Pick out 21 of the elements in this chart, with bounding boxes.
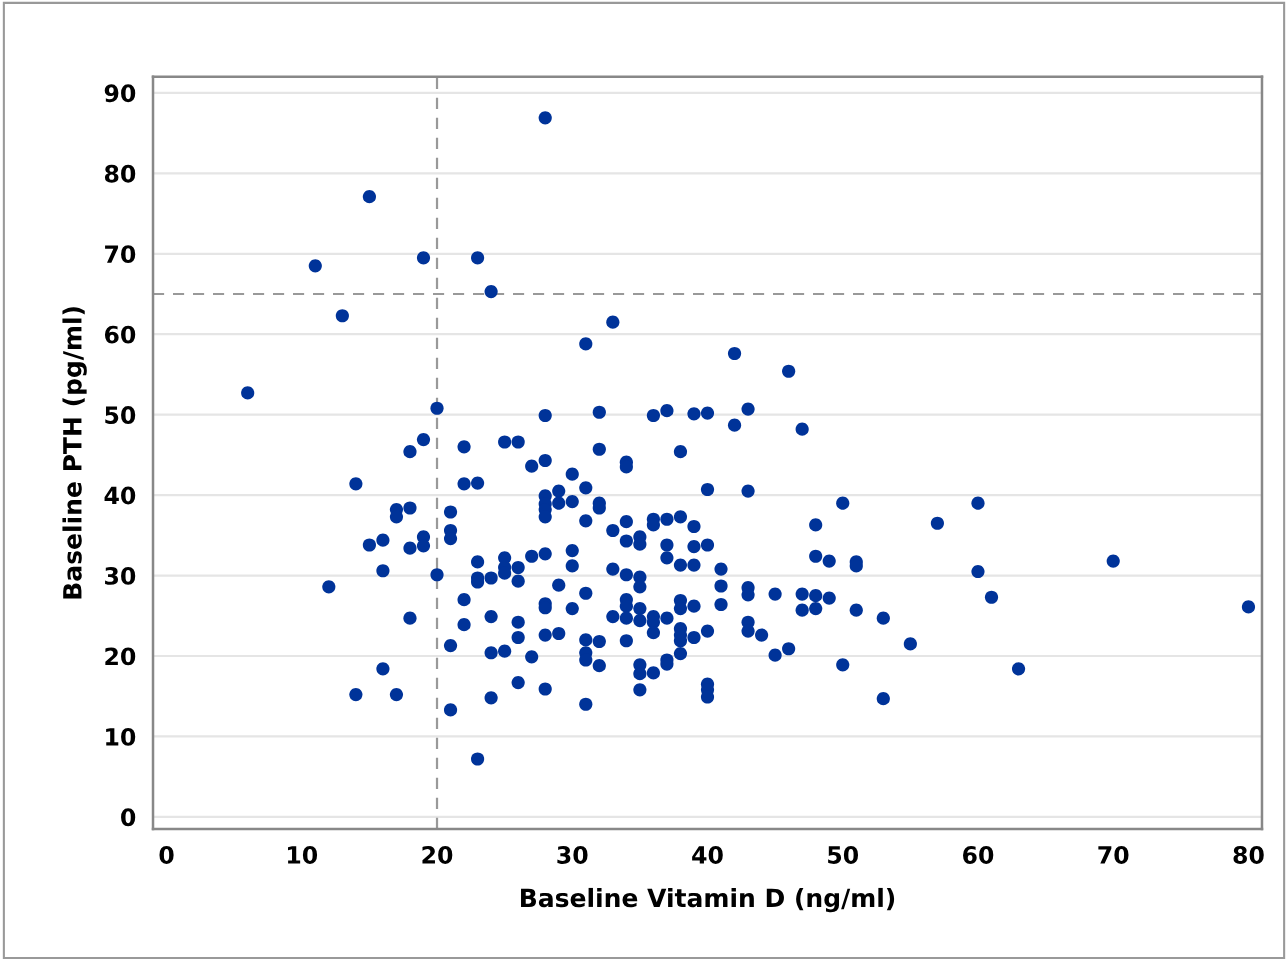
y-tick-label: 80 <box>104 164 136 183</box>
y-tick-label: 0 <box>121 808 136 827</box>
y-axis-title: Baseline PTH (pg/ml) <box>62 307 87 599</box>
x-tick-label: 60 <box>963 846 994 864</box>
x-tick-label: 0 <box>159 846 174 864</box>
y-tick-label: 50 <box>105 406 136 424</box>
x-tick-label: 70 <box>1098 846 1129 864</box>
y-tick-label: 90 <box>104 84 136 103</box>
x-tick-label: 20 <box>422 846 453 864</box>
y-tick-label: 70 <box>105 245 136 264</box>
y-tick-label: 10 <box>106 727 136 746</box>
x-tick-label: 80 <box>1233 846 1264 864</box>
x-axis-title: Baseline Vitamin D (ng/ml) <box>521 887 895 913</box>
x-tick-label: 10 <box>288 846 318 864</box>
y-tick-label: 60 <box>104 325 136 344</box>
y-tick-label: 20 <box>105 647 136 666</box>
x-tick-label: 50 <box>828 846 859 864</box>
x-tick-label: 40 <box>692 846 723 864</box>
y-tick-label: 30 <box>105 567 136 585</box>
x-tick-label: 30 <box>557 846 588 864</box>
y-tick-label: 40 <box>104 486 136 505</box>
